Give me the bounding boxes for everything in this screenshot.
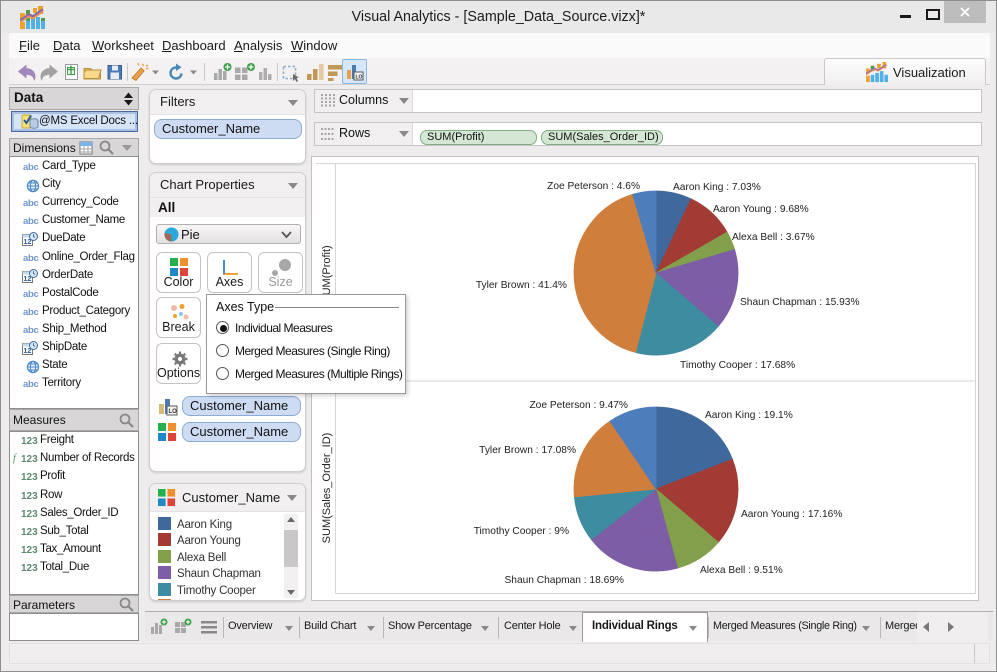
svg-text:Zoe Peterson : 9.47%: Zoe Peterson : 9.47% bbox=[529, 400, 628, 411]
svg-text:Alexa Bell : 3.67%: Alexa Bell : 3.67% bbox=[732, 232, 815, 243]
svg-text:Timothy Cooper : 9%: Timothy Cooper : 9% bbox=[474, 526, 569, 537]
svg-text:Aaron King : 7.03%: Aaron King : 7.03% bbox=[673, 182, 761, 193]
svg-text:Shaun Chapman : 15.93%: Shaun Chapman : 15.93% bbox=[740, 297, 860, 308]
svg-text:Alexa Bell : 9.51%: Alexa Bell : 9.51% bbox=[700, 565, 783, 576]
svg-text:LO: LO bbox=[356, 75, 363, 81]
svg-text:Zoe Peterson : 4.6%: Zoe Peterson : 4.6% bbox=[547, 181, 640, 192]
svg-text:SUM(Profit): SUM(Profit) bbox=[321, 245, 333, 302]
svg-text:Aaron Young : 9.68%: Aaron Young : 9.68% bbox=[713, 204, 809, 215]
svg-text:12: 12 bbox=[24, 276, 32, 283]
svg-text:Tyler Brown : 41.4%: Tyler Brown : 41.4% bbox=[476, 280, 567, 291]
svg-text:Tyler Brown : 17.08%: Tyler Brown : 17.08% bbox=[479, 445, 576, 456]
svg-text:Aaron King : 19.1%: Aaron King : 19.1% bbox=[705, 410, 793, 421]
svg-text:LO: LO bbox=[169, 409, 178, 415]
svg-text:12: 12 bbox=[24, 239, 32, 246]
svg-text:Timothy Cooper : 17.68%: Timothy Cooper : 17.68% bbox=[680, 360, 795, 371]
svg-text:SUM(Sales_Order_ID): SUM(Sales_Order_ID) bbox=[321, 433, 333, 544]
svg-text:12: 12 bbox=[24, 348, 32, 355]
svg-text:Aaron Young : 17.16%: Aaron Young : 17.16% bbox=[741, 509, 842, 520]
svg-text:Shaun Chapman : 18.69%: Shaun Chapman : 18.69% bbox=[504, 575, 624, 586]
